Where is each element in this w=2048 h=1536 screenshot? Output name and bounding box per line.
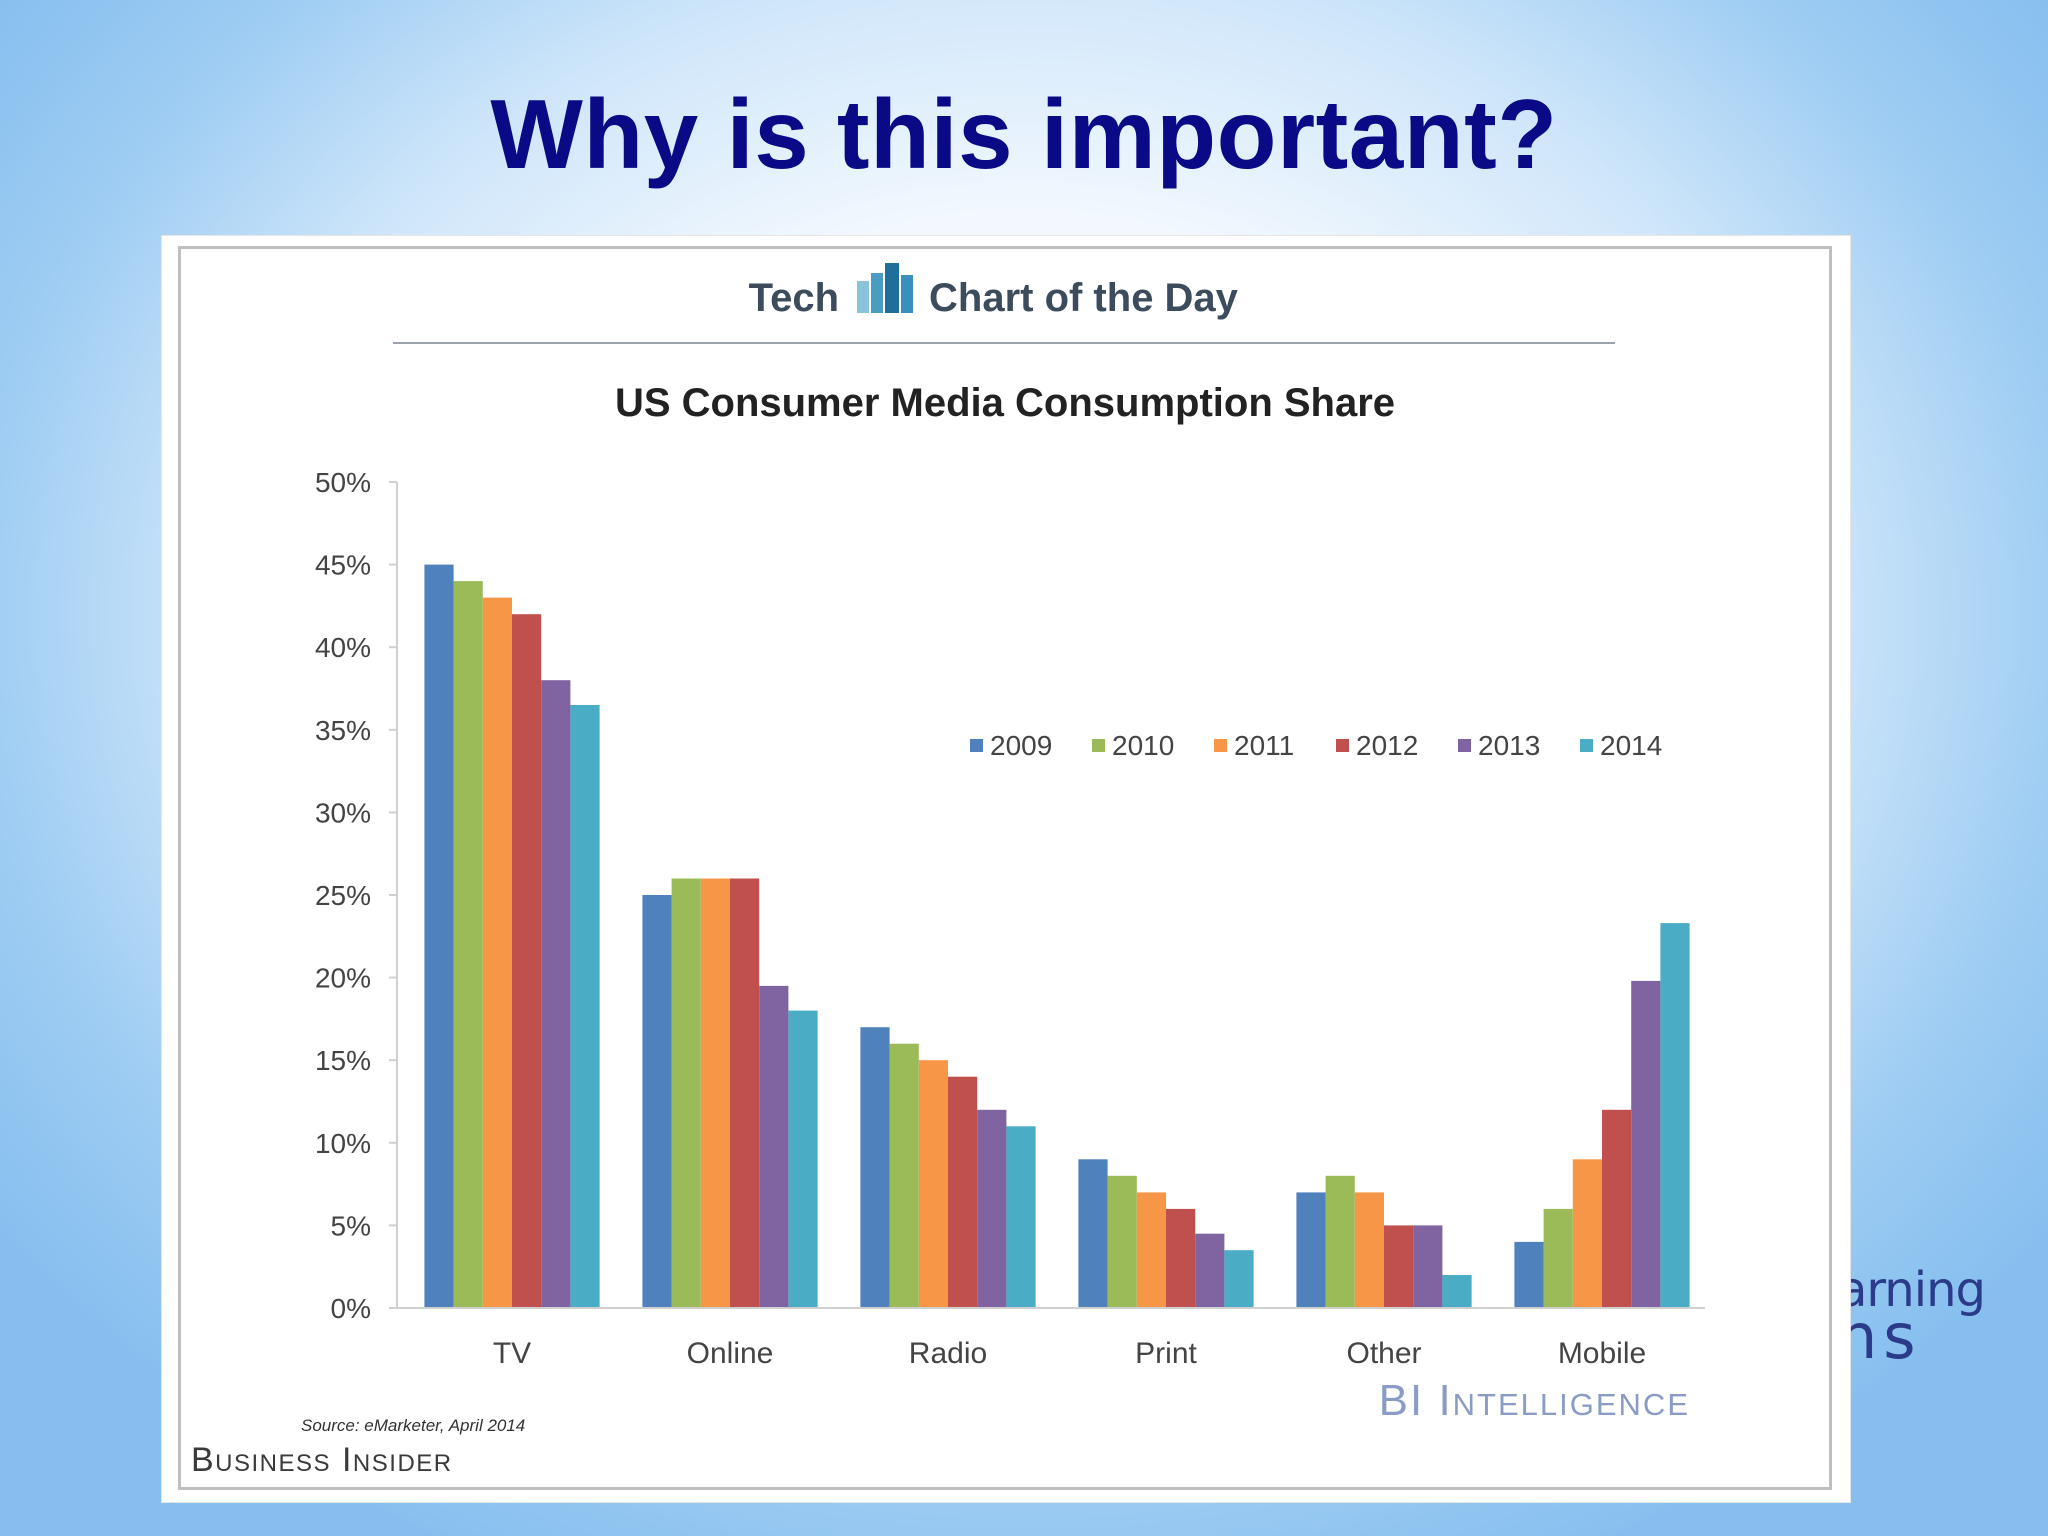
legend-swatch-2013 [1458,739,1471,752]
bar-print-2011 [1136,1192,1166,1308]
bar-print-2012 [1166,1208,1196,1308]
x-tick-label: Print [1135,1337,1197,1370]
chart-card: Tech Chart of the Day US Consumer Media … [162,236,1850,1502]
bar-online-2014 [788,1010,818,1308]
bar-tv-2010 [453,581,483,1308]
bar-other-2009 [1296,1192,1326,1308]
bar-print-2014 [1224,1250,1254,1308]
y-tick-label: 5% [331,1210,371,1241]
legend-label-2011: 2011 [1234,730,1294,761]
tech-label: Tech [749,276,839,320]
y-tick-label: 50% [315,467,371,498]
bar-tv-2009 [424,564,454,1308]
x-tick-label: Online [687,1337,774,1370]
bar-radio-2009 [860,1027,890,1308]
bar-tv-2011 [482,597,512,1308]
bar-other-2012 [1384,1225,1414,1308]
legend-swatch-2011 [1214,739,1227,752]
legend-label-2014: 2014 [1600,730,1662,761]
legend-label-2010: 2010 [1112,730,1174,761]
legend-swatch-2014 [1580,739,1593,752]
bar-print-2009 [1078,1159,1108,1308]
brand-logo-fragment: arning ns [1838,1262,1998,1373]
bar-mobile-2009 [1514,1241,1544,1308]
chart-series-label: Chart of the Day [929,276,1239,320]
y-tick-label: 25% [315,880,371,911]
bar-online-2010 [671,878,701,1308]
x-tick-label: Other [1346,1337,1421,1370]
bar-radio-2014 [1006,1126,1036,1308]
y-tick-label: 0% [331,1293,371,1324]
bar-radio-2013 [977,1109,1007,1308]
bar-other-2013 [1413,1225,1443,1308]
publisher-logo: Business Insider [191,1441,453,1479]
bar-print-2010 [1107,1175,1137,1308]
bar-tv-2013 [541,680,571,1308]
bar-print-2013 [1195,1233,1225,1308]
bar-mobile-2010 [1543,1208,1573,1308]
bi-intelligence-watermark: BI Intelligence [1379,1376,1690,1425]
bar-other-2010 [1325,1175,1355,1308]
legend-swatch-2012 [1336,739,1349,752]
bar-online-2009 [642,895,672,1308]
chart-frame: Tech Chart of the Day US Consumer Media … [178,246,1832,1490]
slide-title: Why is this important? [490,79,1558,189]
bar-radio-2011 [918,1060,948,1308]
bars [424,564,1690,1308]
bar-online-2011 [700,878,730,1308]
chart-svg: Tech Chart of the Day US Consumer Media … [191,263,1705,1479]
source-note: Source: eMarketer, April 2014 [301,1416,525,1435]
legend-label-2013: 2013 [1478,730,1540,761]
bar-mobile-2011 [1572,1159,1602,1308]
y-tick-label: 15% [315,1045,371,1076]
legend-swatch-2009 [970,739,983,752]
bar-other-2011 [1354,1192,1384,1308]
x-axis: TV Online Radio Print Other Mobile [397,1307,1705,1370]
bar-radio-2010 [889,1043,919,1308]
x-tick-label: Mobile [1558,1337,1646,1370]
legend-swatch-2010 [1092,739,1105,752]
y-tick-label: 45% [315,550,371,581]
bar-online-2013 [759,985,789,1308]
y-axis: 0% 5% 10% 15% 20% 25% 30% 35% 40% 45% 50% [315,467,398,1324]
chart-title: US Consumer Media Consumption Share [615,381,1395,425]
bar-mobile-2014 [1660,923,1690,1308]
bar-tv-2014 [570,705,600,1308]
x-tick-label: TV [493,1337,531,1370]
bar-tv-2012 [512,614,542,1308]
legend-label-2009: 2009 [990,730,1052,761]
legend: 2009 2010 2011 2012 2013 2014 [970,730,1662,761]
bar-radio-2012 [948,1076,978,1308]
x-tick-label: Radio [909,1337,987,1370]
bar-mobile-2013 [1631,980,1661,1308]
brand-logo-text-line2: ns [1838,1300,1922,1373]
y-tick-label: 35% [315,715,371,746]
y-tick-label: 30% [315,797,371,828]
legend-label-2012: 2012 [1356,730,1418,761]
chart-of-the-day-icon [857,263,913,313]
bar-other-2014 [1442,1275,1472,1308]
bar-online-2012 [730,878,760,1308]
bar-mobile-2012 [1602,1109,1632,1308]
y-tick-label: 20% [315,963,371,994]
y-tick-label: 10% [315,1128,371,1159]
brand-logo-text-line1: arning [1838,1262,1986,1318]
y-tick-label: 40% [315,632,371,663]
